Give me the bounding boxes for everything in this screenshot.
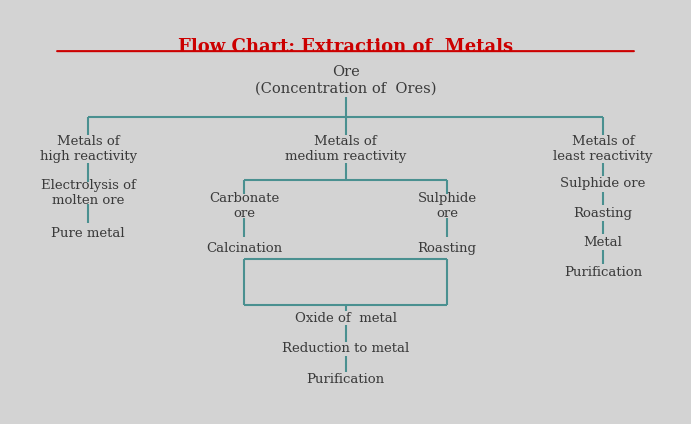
- Text: Sulphide
ore: Sulphide ore: [417, 192, 477, 220]
- Text: Oxide of  metal: Oxide of metal: [294, 312, 397, 325]
- Text: Carbonate
ore: Carbonate ore: [209, 192, 279, 220]
- Text: Metals of
high reactivity: Metals of high reactivity: [39, 135, 137, 163]
- Text: Purification: Purification: [564, 266, 642, 279]
- Text: Flow Chart: Extraction of  Metals: Flow Chart: Extraction of Metals: [178, 38, 513, 56]
- Text: Reduction to metal: Reduction to metal: [282, 342, 409, 355]
- Text: Roasting: Roasting: [574, 206, 632, 220]
- Text: Metals of
medium reactivity: Metals of medium reactivity: [285, 135, 406, 163]
- Text: Sulphide ore: Sulphide ore: [560, 177, 645, 190]
- Text: Calcination: Calcination: [206, 242, 282, 255]
- Text: Electrolysis of
molten ore: Electrolysis of molten ore: [41, 179, 135, 207]
- Text: Ore
(Concentration of  Ores): Ore (Concentration of Ores): [255, 65, 436, 95]
- Text: Roasting: Roasting: [417, 242, 477, 255]
- Text: Pure metal: Pure metal: [51, 227, 125, 240]
- Text: Purification: Purification: [306, 373, 385, 386]
- Text: Metal: Metal: [583, 236, 623, 249]
- Text: Metals of
least reactivity: Metals of least reactivity: [553, 135, 652, 163]
